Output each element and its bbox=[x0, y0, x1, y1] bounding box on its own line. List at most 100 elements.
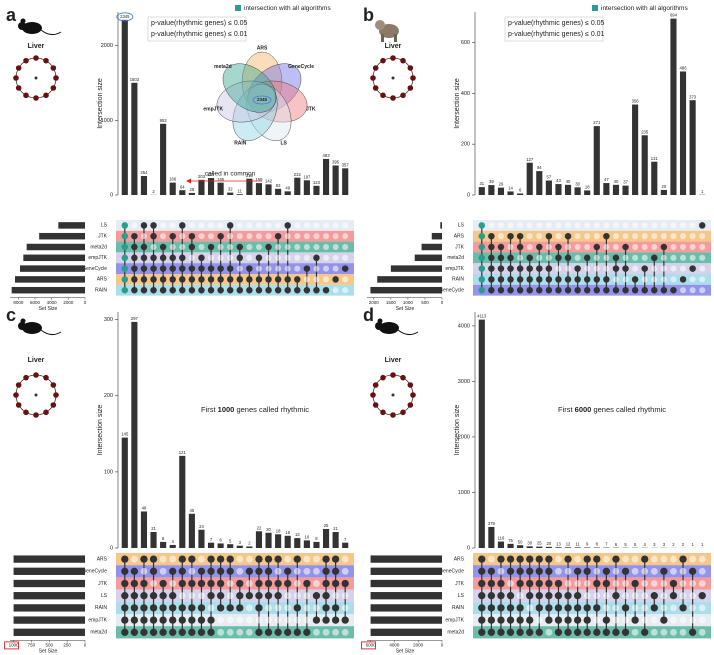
member-dot bbox=[140, 286, 148, 294]
bar bbox=[564, 184, 572, 195]
y-axis-title: Intersection size bbox=[454, 78, 461, 129]
member-dot bbox=[507, 265, 514, 272]
member-dot bbox=[612, 254, 620, 262]
empty-dot bbox=[150, 580, 157, 587]
row-band bbox=[116, 284, 354, 296]
member-dot bbox=[197, 567, 206, 575]
empty-dot bbox=[265, 604, 272, 612]
member-dot bbox=[341, 265, 349, 272]
bar-label: 232 bbox=[294, 172, 302, 177]
bar-label: 6 bbox=[615, 542, 618, 547]
member-dot bbox=[331, 567, 340, 575]
set-name: GeneCycle bbox=[439, 569, 464, 575]
member-dot bbox=[526, 579, 534, 588]
empty-dot bbox=[236, 555, 244, 563]
bar-label: 64 bbox=[180, 184, 185, 189]
icon bbox=[22, 322, 42, 334]
bar-label: 8 bbox=[162, 536, 165, 541]
member-dot bbox=[159, 592, 167, 600]
bar-label: 21 bbox=[333, 526, 338, 531]
bar bbox=[246, 546, 253, 548]
bar-label: 694 bbox=[670, 13, 678, 18]
clock-dot bbox=[53, 392, 59, 398]
empty-dot bbox=[689, 243, 696, 251]
bar bbox=[227, 192, 234, 195]
bar-label: 3 bbox=[663, 542, 666, 547]
member-dot bbox=[236, 286, 244, 294]
empty-dot bbox=[488, 222, 495, 229]
member-dot bbox=[564, 628, 572, 636]
empty-dot bbox=[650, 580, 658, 587]
member-dot bbox=[641, 286, 648, 294]
member-dot bbox=[130, 604, 139, 612]
member-dot bbox=[497, 243, 505, 251]
member-dot bbox=[169, 616, 177, 624]
member-dot bbox=[255, 555, 263, 563]
empty-dot bbox=[670, 276, 677, 283]
pvalue-line: p-value(rhythmic genes) ≤ 0.01 bbox=[151, 31, 248, 38]
empty-dot bbox=[555, 222, 562, 229]
member-dot bbox=[178, 616, 186, 624]
set-size-tick-label: 0 bbox=[84, 300, 87, 305]
member-dot bbox=[622, 243, 629, 251]
bar bbox=[322, 158, 330, 195]
empty-dot bbox=[342, 276, 349, 283]
bar-label: 13 bbox=[556, 541, 561, 546]
member-dot bbox=[322, 592, 330, 600]
member-dot bbox=[159, 616, 167, 624]
member-dot bbox=[312, 592, 321, 600]
annotation-part: 1000 bbox=[218, 405, 235, 414]
member-dot bbox=[497, 628, 505, 636]
member-dot bbox=[121, 254, 129, 262]
row-band bbox=[473, 565, 711, 578]
set-size-bar bbox=[11, 286, 86, 294]
member-dot bbox=[545, 579, 553, 588]
member-dot bbox=[516, 286, 524, 294]
member-dot bbox=[603, 232, 610, 240]
member-dot bbox=[265, 276, 272, 283]
clock-dot bbox=[50, 85, 57, 91]
member-dot bbox=[140, 592, 148, 600]
member-dot bbox=[131, 232, 138, 240]
set-size-tick-label: 6000 bbox=[30, 300, 41, 305]
clock-dot bbox=[23, 92, 29, 99]
row-band bbox=[473, 601, 711, 614]
member-dot bbox=[478, 232, 486, 240]
bar-label: 20 bbox=[662, 184, 667, 189]
venn-set bbox=[216, 80, 277, 123]
bar bbox=[284, 191, 291, 195]
member-dot bbox=[121, 592, 129, 600]
member-dot bbox=[207, 567, 215, 575]
member-dot bbox=[603, 286, 610, 294]
empty-dot bbox=[612, 567, 620, 575]
member-dot bbox=[621, 567, 630, 575]
bar bbox=[488, 185, 495, 195]
member-dot bbox=[487, 604, 496, 612]
member-dot bbox=[506, 567, 515, 575]
set-name: GeneCycle bbox=[82, 266, 107, 272]
set-name: meta2d bbox=[447, 630, 464, 636]
member-dot bbox=[545, 592, 553, 600]
empty-dot bbox=[535, 616, 543, 624]
empty-dot bbox=[265, 222, 272, 229]
bar bbox=[255, 531, 263, 548]
bar bbox=[689, 100, 696, 195]
bar bbox=[574, 547, 581, 548]
member-dot bbox=[516, 265, 524, 272]
empty-dot bbox=[217, 254, 224, 261]
member-dot bbox=[303, 579, 311, 588]
member-dot bbox=[612, 592, 620, 600]
empty-dot bbox=[226, 580, 234, 587]
set-name: JTK bbox=[455, 244, 465, 250]
member-dot bbox=[536, 243, 543, 251]
set-name: LS bbox=[101, 593, 108, 599]
icon bbox=[375, 20, 385, 30]
bar bbox=[313, 541, 320, 548]
clock-dot bbox=[407, 402, 414, 408]
set-name: RAIN bbox=[452, 605, 464, 611]
row-band bbox=[473, 241, 711, 253]
empty-dot bbox=[208, 233, 215, 240]
member-dot bbox=[169, 592, 177, 600]
bar bbox=[313, 185, 320, 195]
